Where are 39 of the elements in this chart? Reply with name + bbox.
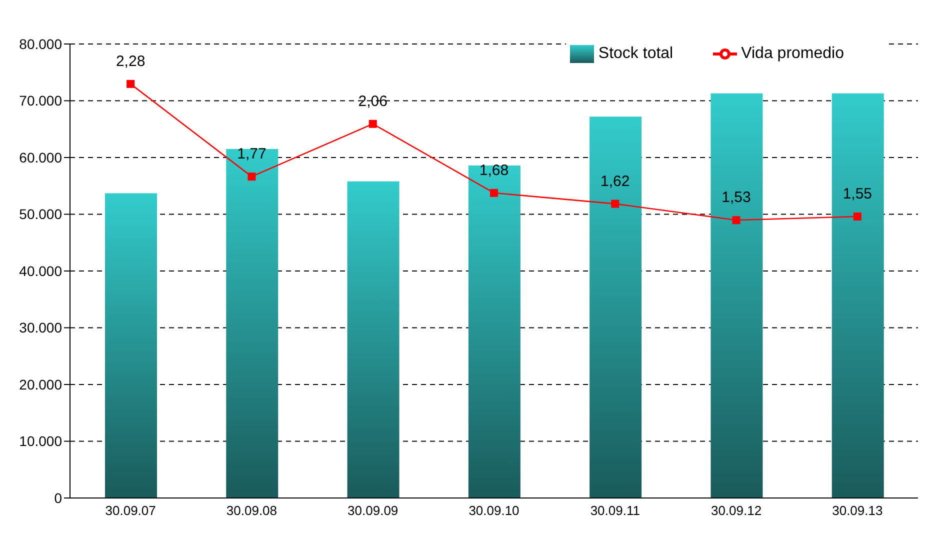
data-label: 1,77 (237, 146, 266, 163)
x-tick-label: 30.09.13 (832, 503, 883, 518)
x-tick-label: 30.09.08 (226, 503, 278, 518)
y-tick-label: 10.000 (19, 433, 62, 450)
x-tick-label: 30.09.10 (468, 503, 520, 518)
data-label: 2,06 (358, 92, 388, 110)
legend-label: Vida promedio (741, 45, 844, 62)
point (732, 216, 740, 224)
y-tick-label: 60.000 (19, 149, 62, 166)
bar (347, 181, 400, 498)
y-tick-label: 0 (54, 490, 62, 506)
data-label: 1,68 (479, 162, 509, 179)
data-label: 1,62 (600, 172, 630, 190)
data-label: 1,53 (722, 189, 751, 206)
data-label: 2,28 (116, 52, 146, 70)
y-tick-label: 30.000 (19, 320, 62, 336)
y-tick-label: 80.000 (19, 36, 62, 52)
x-tick-label: 30.09.07 (105, 503, 156, 518)
bar (468, 165, 520, 498)
y-tick-label: 40.000 (19, 262, 62, 279)
bar (832, 93, 884, 498)
y-tick-label: 70.000 (19, 92, 62, 109)
bar (710, 93, 763, 498)
point (126, 80, 135, 88)
y-tick-label: 20.000 (19, 376, 62, 392)
bar (590, 116, 642, 498)
data-label: 1,55 (842, 186, 872, 203)
point (490, 188, 498, 197)
point (248, 172, 256, 181)
point (853, 212, 862, 221)
legend-label: Stock total (598, 45, 674, 62)
x-tick-label: 30.09.09 (348, 503, 398, 518)
y-tick-label: 50.000 (19, 206, 62, 222)
point (368, 120, 377, 128)
x-tick-label: 30.09.11 (590, 503, 640, 518)
x-tick-label: 30.09.12 (710, 503, 762, 518)
point (611, 200, 620, 208)
bar (226, 148, 278, 498)
bar (105, 193, 157, 498)
